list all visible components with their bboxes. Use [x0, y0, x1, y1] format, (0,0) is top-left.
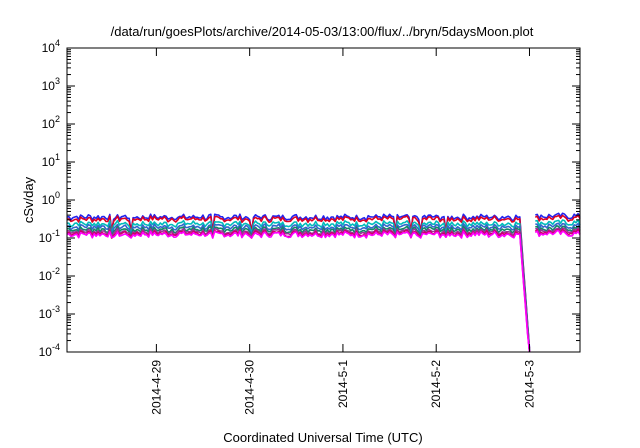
y-tick-label: 10-2: [39, 266, 60, 283]
series-line: [66, 227, 531, 353]
series-line-after-gap: [535, 212, 581, 220]
series-line-after-gap: [534, 228, 581, 237]
y-tick-label: 10-1: [39, 228, 60, 245]
y-tick-label: 104: [42, 38, 60, 55]
x-tick-label: 2014-5-2: [429, 360, 443, 408]
series-line: [66, 213, 531, 349]
series-line: [66, 229, 531, 353]
y-tick-label: 103: [42, 76, 60, 93]
x-axis: 2014-4-29 2014-4-30 2014-5-1 2014-5-2 2014-5…: [149, 48, 536, 415]
y-tick-label: 100: [42, 190, 60, 207]
x-tick-label: 2014-4-29: [149, 360, 163, 415]
x-tick-label: 2014-5-1: [336, 360, 350, 408]
series-line: [66, 225, 531, 353]
y-axis-label: cSv/day: [21, 176, 36, 223]
y-tick-label: 102: [42, 114, 60, 131]
series-group: [66, 212, 581, 353]
x-tick-label: 2014-4-30: [243, 360, 257, 415]
series-line: [66, 219, 531, 351]
series-line-after-gap: [535, 219, 581, 227]
series-line-after-gap: [534, 214, 581, 222]
series-line: [66, 215, 531, 350]
x-tick-label: 2014-5-3: [522, 360, 536, 408]
series-line: [66, 222, 531, 353]
series-line: [66, 230, 531, 353]
y-tick-label: 10-3: [39, 304, 60, 321]
plot-frame: [66, 47, 581, 353]
y-axis: 10-4 10-3 10-2 10-1 100 101 102 103 104: [39, 38, 580, 359]
chart-title: /data/run/goesPlots/archive/2014-05-03/1…: [111, 24, 534, 39]
x-axis-label: Coordinated Universal Time (UTC): [223, 430, 422, 445]
y-tick-label: 10-4: [39, 342, 60, 359]
y-tick-label: 101: [42, 152, 60, 169]
series-line-after-gap: [535, 227, 581, 235]
series-line-after-gap: [534, 229, 581, 238]
series-line-after-gap: [535, 222, 581, 230]
